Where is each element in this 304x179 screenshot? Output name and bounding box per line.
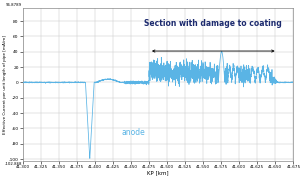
- Text: Section with damage to coating: Section with damage to coating: [144, 19, 282, 28]
- X-axis label: KP [km]: KP [km]: [147, 171, 169, 176]
- Text: 96.8789: 96.8789: [6, 3, 22, 7]
- Y-axis label: Effective Current per unit length of pipe [mA/m]: Effective Current per unit length of pip…: [3, 35, 8, 134]
- Text: -102.868: -102.868: [5, 162, 22, 166]
- Text: anode: anode: [122, 128, 145, 137]
